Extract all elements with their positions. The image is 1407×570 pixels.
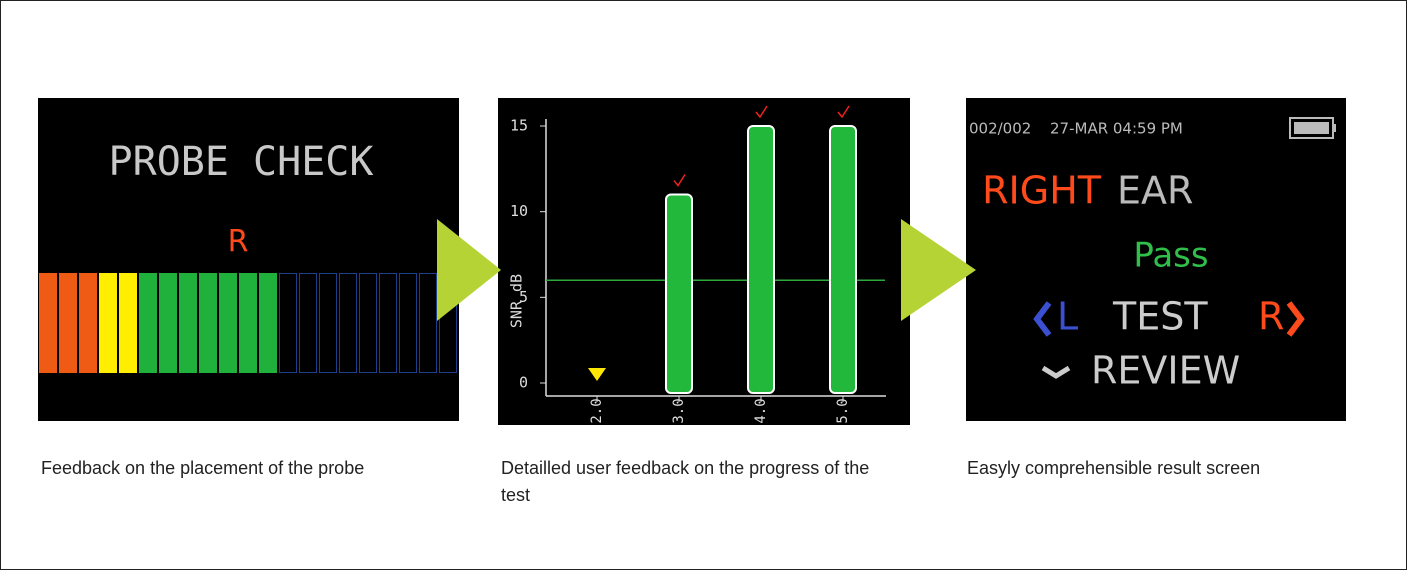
meter-segment <box>79 273 97 373</box>
meter-segment <box>99 273 117 373</box>
y-tick-label: 0 <box>519 374 528 392</box>
meter-segment <box>159 273 177 373</box>
meter-segment <box>119 273 137 373</box>
ear-label: R <box>228 225 249 260</box>
bar <box>830 126 856 393</box>
meter-segment <box>259 273 277 373</box>
result: Pass <box>1133 236 1208 276</box>
ear-side: RIGHT <box>982 169 1102 213</box>
left-ear: L <box>1057 295 1078 339</box>
bar <box>666 195 692 393</box>
meter-segment <box>219 273 237 373</box>
x-tick-label: 3.0 <box>671 398 687 423</box>
meter-segment <box>39 273 57 373</box>
flow-arrow <box>901 219 976 321</box>
y-tick-label: 5 <box>519 288 528 306</box>
battery-level <box>1294 122 1329 134</box>
y-tick-label: 15 <box>510 117 528 135</box>
caption: Easyly comprehensible result screen <box>967 455 1367 482</box>
x-tick-label: 4.0 <box>753 398 769 423</box>
ear-word: EAR <box>1117 169 1193 213</box>
x-tick-label: 5.0 <box>835 398 851 423</box>
meter-segment <box>239 273 257 373</box>
caption: Feedback on the placement of the probe <box>41 455 461 482</box>
right-ear: R <box>1258 295 1284 339</box>
counter: 002/002 <box>969 120 1031 138</box>
caption: Detailled user feedback on the progress … <box>501 455 901 509</box>
datetime: 27-MAR 04:59 PM <box>1050 120 1183 138</box>
flow-arrow <box>437 219 501 321</box>
action: TEST <box>1112 295 1208 339</box>
battery-tip <box>1333 124 1336 132</box>
review: REVIEW <box>1091 349 1240 393</box>
meter-segment <box>199 273 217 373</box>
bar <box>748 126 774 393</box>
meter-segment <box>179 273 197 373</box>
y-tick-label: 10 <box>510 202 528 220</box>
meter-segment <box>59 273 77 373</box>
screen-title: PROBE CHECK <box>109 139 374 185</box>
x-tick-label: 2.0 <box>589 398 605 423</box>
meter-segment <box>139 273 157 373</box>
page: PROBE CHECK R SNR dB 002/002 27-MAR 04:5… <box>0 0 1407 570</box>
